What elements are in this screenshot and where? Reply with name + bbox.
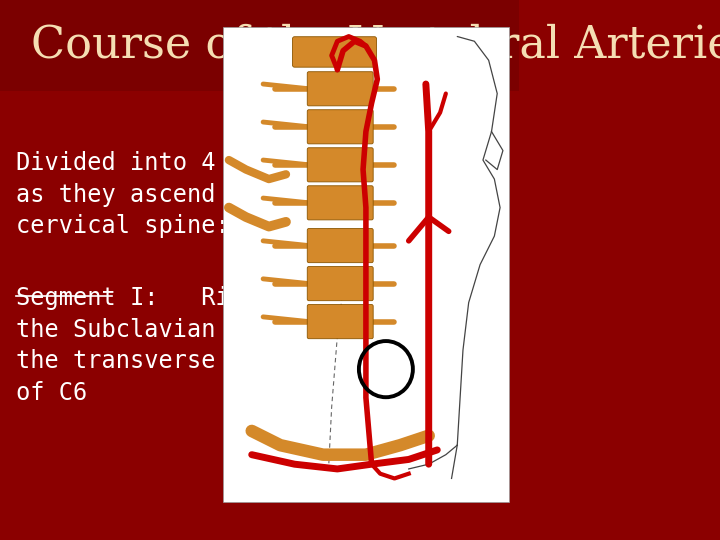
FancyBboxPatch shape [292,37,377,67]
FancyBboxPatch shape [307,267,373,301]
FancyBboxPatch shape [0,0,519,91]
Text: Course of the Vertebral Arteries: Course of the Vertebral Arteries [31,24,720,67]
FancyBboxPatch shape [307,305,373,339]
Text: Segment I:   Rises from
the Subclavian artery to
the transverse foramen
of C6: Segment I: Rises from the Subclavian art… [16,286,358,405]
FancyBboxPatch shape [307,110,373,144]
Text: Divided into 4 segments
as they ascend the
cervical spine:: Divided into 4 segments as they ascend t… [16,151,343,238]
FancyBboxPatch shape [307,186,373,220]
FancyBboxPatch shape [307,228,373,262]
FancyBboxPatch shape [307,72,373,106]
FancyBboxPatch shape [307,148,373,182]
FancyBboxPatch shape [223,27,508,502]
